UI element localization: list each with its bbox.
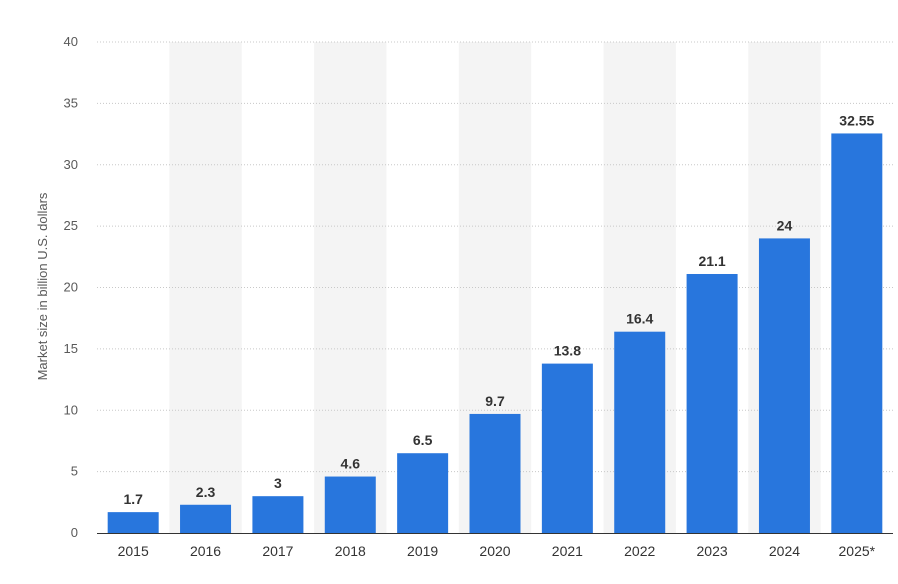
bar[interactable]	[324, 476, 376, 533]
x-tick-label: 2020	[479, 543, 510, 559]
bar[interactable]	[831, 133, 883, 534]
bar[interactable]	[469, 413, 521, 533]
y-tick-label: 10	[64, 402, 78, 417]
bar[interactable]	[397, 453, 449, 533]
data-label: 2.3	[196, 484, 216, 500]
y-tick-label: 20	[64, 280, 78, 295]
data-labels: 1.7 2.3 3 4.6 6.5 9.7 13.8 16.4 21.1 24 32.55	[123, 112, 874, 507]
x-tick-label: 2022	[624, 543, 655, 559]
x-tick-label: 2017	[262, 543, 293, 559]
y-tick-label: 15	[64, 341, 78, 356]
data-label: 24	[777, 217, 793, 233]
x-tick-label: 2023	[697, 543, 728, 559]
bar[interactable]	[686, 273, 738, 533]
bar[interactable]	[252, 496, 304, 533]
column-band	[314, 42, 387, 533]
data-label: 1.7	[123, 491, 143, 507]
y-tick-label: 40	[64, 34, 78, 49]
bar[interactable]	[107, 512, 159, 533]
data-label: 3	[274, 475, 282, 491]
data-label: 4.6	[341, 456, 361, 472]
bar[interactable]	[541, 363, 593, 533]
data-label: 32.55	[839, 112, 874, 128]
y-tick-label: 0	[71, 525, 78, 540]
bars	[107, 133, 883, 534]
x-tick-label: 2018	[335, 543, 366, 559]
bar[interactable]	[758, 238, 810, 533]
data-label: 16.4	[626, 311, 653, 327]
bar[interactable]	[614, 331, 666, 533]
y-axis-label: Market size in billion U.S. dollars	[35, 192, 50, 380]
data-label: 9.7	[485, 393, 505, 409]
x-tick-label: 2015	[118, 543, 149, 559]
x-tick-label: 2025*	[839, 543, 876, 559]
y-tick-label: 5	[71, 464, 78, 479]
x-tick-label: 2019	[407, 543, 438, 559]
x-tick-label: 2016	[190, 543, 221, 559]
y-tick-label: 25	[64, 218, 78, 233]
x-tick-label: 2024	[769, 543, 800, 559]
y-axis-ticks: 0 5 10 15 20 25 30 35 40	[64, 34, 78, 540]
x-tick-label: 2021	[552, 543, 583, 559]
data-label: 6.5	[413, 432, 433, 448]
data-label: 21.1	[698, 253, 725, 269]
y-tick-label: 30	[64, 157, 78, 172]
x-axis-ticks: 2015 2016 2017 2018 2019 2020 2021 2022 2023 2024…	[118, 543, 876, 559]
y-tick-label: 35	[64, 95, 78, 110]
bar[interactable]	[180, 504, 232, 533]
data-label: 13.8	[554, 343, 581, 359]
